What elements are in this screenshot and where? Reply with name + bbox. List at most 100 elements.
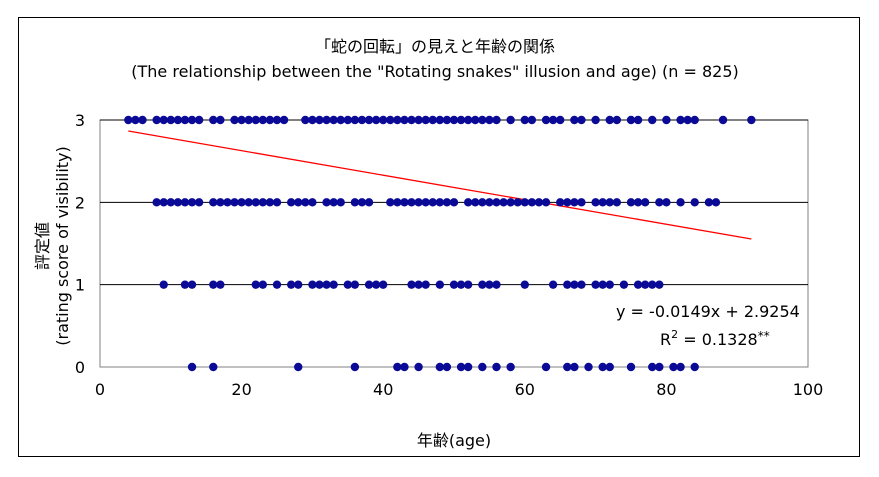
data-point	[187, 280, 197, 289]
data-point	[329, 198, 338, 207]
data-point	[456, 115, 466, 125]
data-point	[258, 115, 268, 125]
data-point	[718, 115, 728, 125]
data-point	[492, 362, 501, 372]
data-point	[683, 115, 692, 125]
data-point	[449, 115, 459, 125]
data-point	[570, 115, 579, 125]
significance-marker: **	[758, 329, 770, 343]
chart-title: 「蛇の回転」の見えと年齢の関係	[315, 37, 555, 56]
data-point	[244, 115, 253, 125]
r-squared-value: = 0.1328	[678, 330, 758, 349]
r-squared-label: R2 = 0.1328**	[660, 328, 770, 349]
data-point	[605, 115, 614, 125]
data-point	[633, 115, 643, 125]
y-axis-title-line2: (rating score of visibility)	[53, 146, 72, 345]
data-point	[563, 198, 572, 207]
data-point	[265, 198, 275, 207]
data-point	[520, 198, 529, 207]
data-point	[662, 115, 671, 125]
data-point	[343, 115, 352, 125]
data-point	[506, 115, 515, 125]
data-point	[626, 198, 636, 207]
data-point	[152, 198, 161, 207]
data-point	[308, 280, 317, 289]
data-points	[124, 115, 756, 372]
data-point	[159, 198, 168, 207]
data-point	[442, 362, 452, 372]
data-point	[711, 198, 721, 207]
data-point	[456, 362, 466, 372]
data-point	[435, 115, 445, 125]
data-point	[216, 280, 225, 289]
data-point	[230, 198, 239, 207]
data-point	[463, 362, 473, 372]
y-axis-title-line1: 評定値	[33, 222, 52, 270]
data-point	[619, 280, 629, 289]
data-point	[350, 362, 360, 372]
data-point	[435, 362, 445, 372]
data-point	[527, 198, 537, 207]
data-point	[556, 115, 565, 125]
data-point	[414, 362, 423, 372]
data-point	[485, 280, 494, 289]
data-point	[548, 280, 558, 289]
data-point	[541, 362, 551, 372]
data-point	[393, 362, 402, 372]
data-point	[471, 198, 480, 207]
data-point	[364, 115, 374, 125]
data-point	[315, 280, 324, 289]
data-point	[633, 280, 643, 289]
data-point	[421, 280, 430, 289]
data-point	[343, 280, 352, 289]
data-point	[414, 115, 423, 125]
data-point	[166, 115, 175, 125]
data-point	[124, 115, 133, 125]
y-tick-labels: 0 1 2 3	[75, 111, 85, 377]
data-point	[534, 198, 544, 207]
data-point	[605, 362, 614, 372]
data-point	[612, 198, 622, 207]
x-tick-label: 80	[656, 380, 676, 399]
data-point	[570, 280, 579, 289]
data-point	[258, 280, 268, 289]
data-point	[230, 115, 239, 125]
data-point	[286, 198, 296, 207]
data-point	[463, 280, 473, 289]
data-point	[407, 115, 416, 125]
data-point	[456, 280, 466, 289]
data-point	[463, 198, 473, 207]
data-point	[541, 198, 551, 207]
data-point	[591, 115, 600, 125]
data-point	[393, 198, 402, 207]
data-point	[506, 362, 515, 372]
data-point	[421, 115, 430, 125]
data-point	[527, 115, 537, 125]
data-point	[704, 198, 714, 207]
data-point	[655, 198, 664, 207]
data-point	[485, 198, 494, 207]
data-point	[159, 280, 168, 289]
y-tick-label: 1	[75, 276, 85, 295]
data-point	[506, 198, 515, 207]
data-point	[350, 198, 360, 207]
chart-frame: 「蛇の回転」の見えと年齢の関係 (The relationship betwee…	[18, 17, 860, 457]
data-point	[180, 280, 190, 289]
data-point	[194, 198, 204, 207]
data-point	[294, 362, 303, 372]
data-point	[322, 115, 331, 125]
trendline-group	[128, 130, 752, 240]
data-point	[690, 115, 699, 125]
data-point	[209, 115, 218, 125]
data-point	[329, 115, 338, 125]
data-point	[209, 362, 218, 372]
data-point	[435, 198, 445, 207]
data-point	[407, 198, 416, 207]
trendline	[128, 130, 752, 240]
data-point	[251, 198, 260, 207]
data-point	[386, 115, 395, 125]
data-point	[570, 362, 579, 372]
data-point	[379, 115, 388, 125]
data-point	[570, 198, 579, 207]
data-point	[308, 115, 317, 125]
